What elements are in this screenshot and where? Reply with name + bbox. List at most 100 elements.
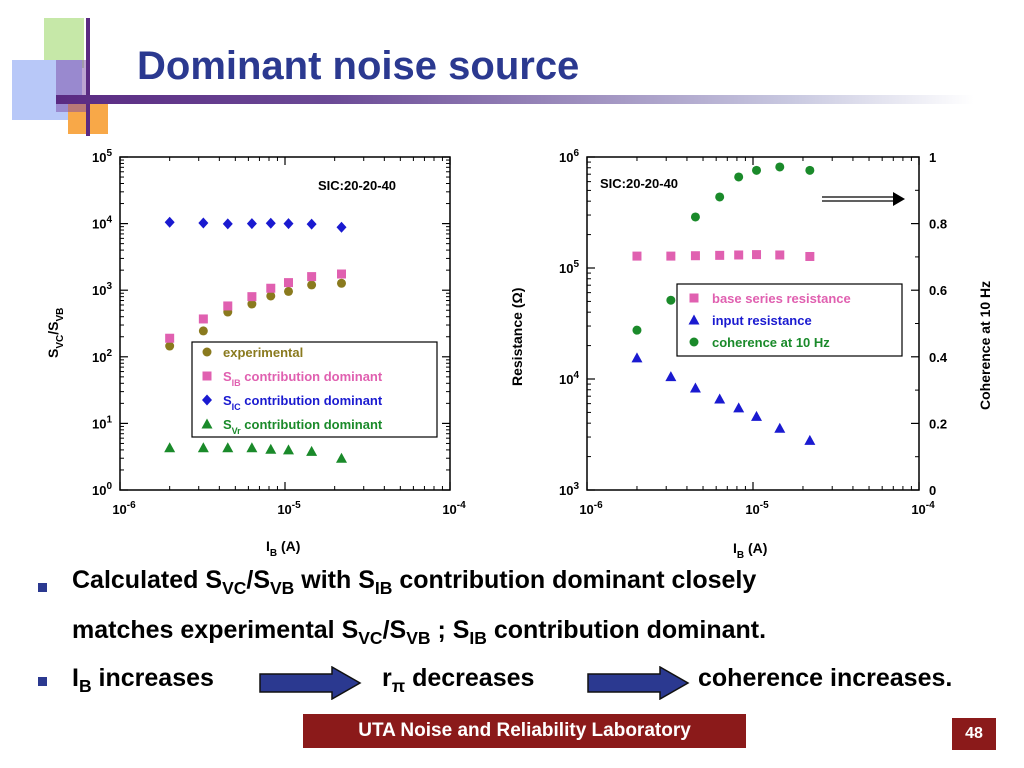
data-point-triangle	[164, 442, 176, 453]
data-point-triangle	[306, 445, 318, 456]
legend: experimental SIB contribution dominant SIC…	[201, 345, 383, 436]
data-point-triangle	[631, 352, 643, 363]
legend: base series resistance input resistance co…	[688, 291, 851, 350]
data-point-square	[247, 292, 257, 302]
data-point-square	[715, 250, 725, 260]
data-point-triangle	[733, 402, 745, 413]
legend-marker-triangle	[688, 314, 700, 325]
data-point-circle	[734, 172, 744, 182]
data-point-circle	[198, 326, 208, 336]
y-axis-label-sub2: VB	[55, 308, 66, 322]
data-point-square	[805, 251, 815, 261]
y2-tick-label: 0.6	[929, 283, 947, 298]
y-tick-label: 105	[559, 259, 579, 276]
legend-label: SIC contribution dominant	[223, 393, 383, 412]
tick-group: 10-6 10-5 10-4 103 104 105 106 0 0.2 0.4 0.6 0.8 1	[559, 148, 948, 517]
data-point-square	[165, 333, 175, 343]
y-axis-label: Resistance (Ω)	[509, 288, 525, 386]
data-point-triangle	[689, 382, 701, 393]
corner-block-green	[44, 18, 84, 68]
data-point-circle	[715, 192, 725, 202]
legend-box	[191, 341, 438, 438]
title-underline	[56, 95, 974, 104]
data-point-triangle	[335, 452, 347, 463]
corner-vline	[86, 18, 90, 136]
bullet-1-line-1: Calculated SVC/SVB with SIB contribution…	[72, 566, 757, 598]
data-point-square	[666, 251, 676, 261]
y-tick-label: 102	[92, 348, 112, 365]
legend-marker-square	[202, 371, 212, 381]
x-axis-label-sub: B	[737, 550, 744, 561]
y2-tick-label: 0	[929, 483, 936, 498]
chart-title: SIC:20-20-40	[318, 178, 396, 193]
legend-label: input resistance	[712, 313, 812, 328]
x-axis-label-unit: (A)	[277, 538, 300, 554]
legend-marker-square	[689, 293, 699, 303]
x-tick-label: 10-6	[112, 500, 136, 517]
data-point-circle	[336, 278, 346, 288]
bullet-2-ib-increases: IB increases	[72, 664, 214, 696]
data-point-triangle	[265, 443, 277, 454]
data-point-diamond	[336, 221, 347, 233]
data-point-circle	[805, 165, 815, 175]
legend-label: SIB contribution dominant	[223, 369, 383, 388]
bullet-1-line-2: matches experimental SVC/SVB ; SIB contr…	[72, 616, 767, 648]
y-tick-label: 104	[92, 215, 112, 232]
data-point-circle	[283, 286, 293, 296]
y2-tick-label: 0.8	[929, 217, 947, 232]
data-point-square	[734, 250, 744, 260]
marks-group	[164, 216, 347, 463]
legend-marker-circle	[202, 347, 212, 357]
data-point-triangle	[774, 422, 786, 433]
x-axis-label: IB (A)	[733, 540, 767, 561]
x-tick-label: 10-5	[277, 500, 301, 517]
y-tick-label: 103	[92, 281, 112, 298]
data-point-circle	[632, 325, 642, 335]
data-point-square	[223, 301, 233, 311]
chart-title: SIC:20-20-40	[600, 176, 678, 191]
legend-label: SVr contribution dominant	[223, 417, 383, 436]
bullet-2-coherence: coherence increases.	[698, 664, 953, 692]
slide-title: Dominant noise source	[137, 44, 580, 88]
y-tick-label: 105	[92, 148, 112, 165]
right-arrow-icon	[587, 666, 690, 700]
y2-axis-label: Coherence at 10 Hz	[977, 281, 993, 410]
data-point-triangle	[714, 393, 726, 404]
data-point-square	[336, 269, 346, 279]
legend-marker-circle	[689, 337, 699, 347]
data-point-circle	[752, 165, 762, 175]
x-axis-label: IB (A)	[266, 538, 300, 559]
tick-group: 10-6 10-5 10-4 100 101 102 103 104 105	[92, 148, 466, 517]
data-point-circle	[666, 295, 676, 305]
data-point-triangle	[751, 410, 763, 421]
marks-group	[631, 162, 816, 445]
bullet-square-icon	[38, 583, 47, 592]
legend-label: base series resistance	[712, 291, 851, 306]
y-tick-label: 103	[559, 481, 579, 498]
x-tick-label: 10-4	[442, 500, 466, 517]
right-arrow-icon	[259, 666, 362, 700]
data-point-diamond	[246, 218, 257, 230]
footer-lab-name: UTA Noise and Reliability Laboratory	[303, 714, 746, 748]
x-axis-label-main: I	[733, 540, 737, 556]
y-axis-label-sub1: VC	[55, 335, 66, 349]
data-point-circle	[266, 291, 276, 301]
data-point-square	[752, 250, 762, 260]
legend-label: coherence at 10 Hz	[712, 335, 830, 350]
data-point-circle	[307, 280, 317, 290]
data-point-diamond	[164, 216, 175, 228]
y-axis-label-mid: /S	[45, 322, 61, 335]
data-point-triangle	[197, 442, 209, 453]
data-point-circle	[690, 212, 700, 222]
data-point-diamond	[265, 217, 276, 229]
bullet-square-icon	[38, 677, 47, 686]
data-point-diamond	[198, 217, 209, 229]
y-axis-label: SVC/SVB	[45, 308, 66, 358]
data-point-square	[266, 283, 276, 293]
data-point-square	[775, 250, 785, 260]
data-point-circle	[775, 162, 785, 172]
legend-box	[676, 283, 903, 357]
x-tick-label: 10-5	[745, 500, 769, 517]
